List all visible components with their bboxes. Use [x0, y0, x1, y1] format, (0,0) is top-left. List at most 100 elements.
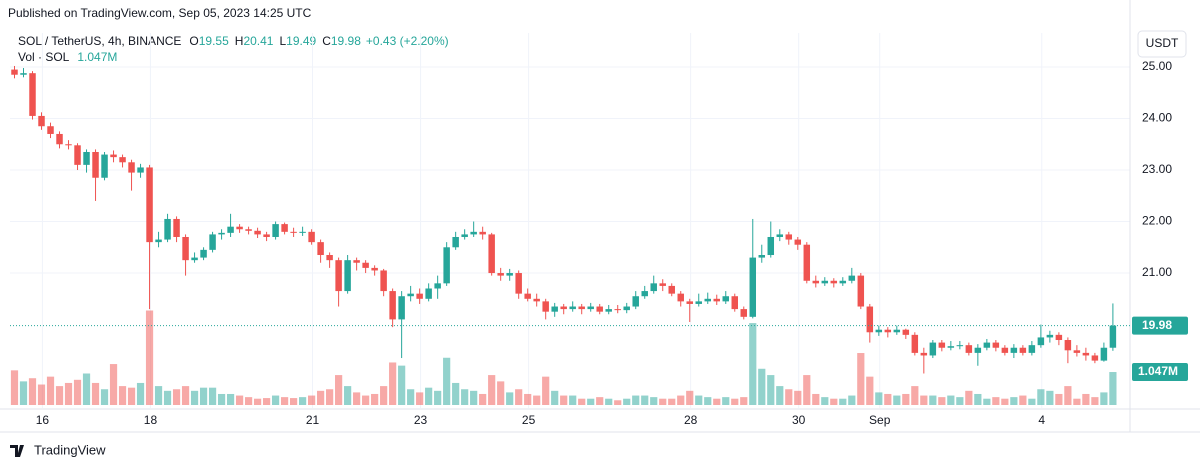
candle-body [407, 293, 414, 297]
candle-body [1073, 350, 1081, 353]
x-tick-label: 23 [414, 413, 428, 427]
candle-body [551, 306, 558, 312]
volume-bar [542, 376, 550, 405]
volume-bar [389, 362, 397, 405]
volume-bar [731, 398, 739, 405]
candle-body [308, 231, 315, 243]
candle-body [650, 283, 657, 292]
ohlc-key: H [235, 34, 244, 48]
candle-body [119, 157, 126, 163]
volume-bar [353, 392, 361, 405]
candle-body [497, 273, 504, 276]
volume-bar [1010, 397, 1018, 405]
candle-body [596, 306, 603, 312]
ohlc-key: C [322, 34, 331, 48]
volume-bar [722, 397, 730, 405]
last-volume-badge [1132, 363, 1188, 382]
candle-body [56, 133, 63, 145]
volume-bar [551, 390, 559, 405]
ohlc-key: O [189, 34, 198, 48]
volume-bar [443, 357, 451, 405]
candle-body [245, 229, 252, 231]
candle-body [479, 231, 486, 235]
candle-body [38, 115, 45, 127]
volume-value: 1.047M [77, 50, 117, 64]
candle-body [605, 309, 612, 312]
candle-body [1100, 347, 1108, 361]
candle-body [803, 244, 811, 281]
volume-legend: Vol · SOL 1.047M [18, 50, 117, 64]
volume-bar [875, 392, 883, 405]
x-tick-label: 4 [1038, 413, 1045, 427]
volume-bar [172, 389, 181, 405]
volume-bar [380, 386, 388, 405]
volume-bar [91, 382, 100, 405]
volume-bar [587, 398, 595, 405]
volume-bar [1100, 392, 1108, 405]
volume-bar [812, 393, 820, 405]
candle-body [254, 230, 261, 235]
volume-bar [1082, 393, 1090, 405]
x-tick-label: 21 [306, 413, 320, 427]
volume-bar [506, 392, 514, 405]
candle-body [758, 255, 766, 258]
candle-body [371, 267, 378, 271]
volume-bar [650, 397, 658, 405]
candle-body [641, 291, 648, 297]
volume-bar [821, 397, 829, 405]
volume-bar [226, 393, 235, 405]
volume-bar [118, 386, 127, 405]
currency-button[interactable] [1137, 30, 1187, 58]
candle-body [965, 345, 973, 353]
volume-bar [271, 395, 280, 405]
candle-body [542, 301, 549, 312]
volume-bar [659, 398, 667, 405]
candle-body [830, 280, 838, 284]
candle-body [110, 154, 117, 158]
volume-bar [1073, 398, 1081, 405]
candle-body [47, 126, 54, 134]
candle-body [506, 273, 513, 276]
volume-bar [100, 389, 109, 405]
volume-bar [1055, 393, 1063, 405]
candle-body [659, 283, 666, 286]
volume-bar [929, 395, 937, 405]
candle-body [218, 232, 225, 235]
volume-bar [344, 386, 352, 405]
candle-body [155, 239, 162, 243]
candle-body [938, 342, 946, 348]
candle-body [290, 231, 297, 233]
candle-body [83, 151, 90, 165]
candle-body [884, 329, 892, 333]
volume-bar [181, 386, 190, 405]
volume-bar [1019, 395, 1027, 405]
candle-body [947, 346, 955, 348]
candle-body [182, 236, 189, 261]
candle-body [101, 154, 108, 178]
candle-body [866, 306, 874, 333]
currency-label[interactable]: USDT [1146, 36, 1179, 50]
candle-body [740, 309, 748, 317]
volume-bar [848, 395, 856, 405]
ohlc-key: L [279, 34, 286, 48]
candle-body [686, 301, 693, 304]
y-tick-label: 23.00 [1142, 162, 1172, 176]
candle-body [578, 306, 585, 310]
legend: SOL / TetherUS, 4h, BINANCE O19.55 H20.41 L… [18, 34, 449, 64]
candle-body [794, 239, 802, 245]
candle-body [677, 293, 684, 302]
volume-bar [154, 386, 163, 405]
y-tick-label: 24.00 [1142, 111, 1172, 125]
candle-body [668, 285, 675, 294]
volume-bar [569, 395, 577, 405]
candle-body [236, 226, 243, 230]
volume-bar [974, 393, 982, 405]
volume-bar [893, 395, 901, 405]
volume-bar [416, 392, 424, 405]
symbol-legend: SOL / TetherUS, 4h, BINANCE O19.55 H20.41 L… [18, 34, 449, 48]
volume-bar [317, 390, 325, 405]
candle-body [695, 301, 702, 304]
volume-bar [713, 398, 721, 405]
candle-body [398, 296, 405, 320]
